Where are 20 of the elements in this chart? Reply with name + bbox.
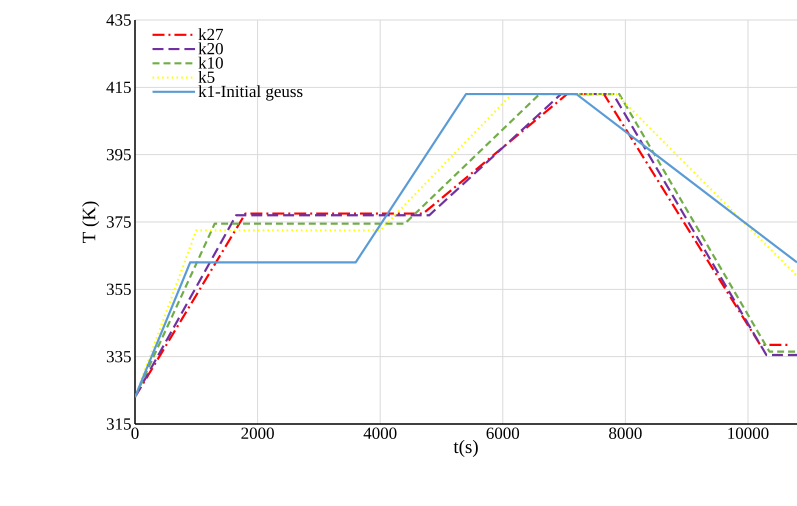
legend-label: k5 (198, 70, 214, 83)
y-tick-label: 395 (106, 148, 131, 160)
legend-label: k10 (198, 56, 223, 69)
x-tick-label: 4000 (364, 428, 396, 439)
x-tick-label: 2000 (241, 428, 274, 439)
legend-label: k27 (198, 28, 224, 40)
y-tick-label: 335 (106, 350, 131, 362)
y-tick-label: 435 (106, 14, 131, 26)
x-axis-title: t(s) (454, 440, 478, 457)
x-tick-label: 6000 (486, 428, 520, 439)
y-tick-label: 355 (106, 284, 131, 296)
y-tick-label: 375 (106, 216, 131, 228)
y-tick-label: 415 (106, 82, 131, 94)
y-axis-title: T (K) (82, 202, 100, 243)
y-tick-label: 315 (106, 418, 131, 430)
legend-label: k20 (198, 42, 223, 54)
x-tick-label: 0 (131, 428, 139, 439)
x-tick-label: 8000 (609, 428, 642, 439)
x-tick-label: 10000 (728, 428, 768, 439)
legend-label: k1-Initial geuss (198, 85, 302, 101)
